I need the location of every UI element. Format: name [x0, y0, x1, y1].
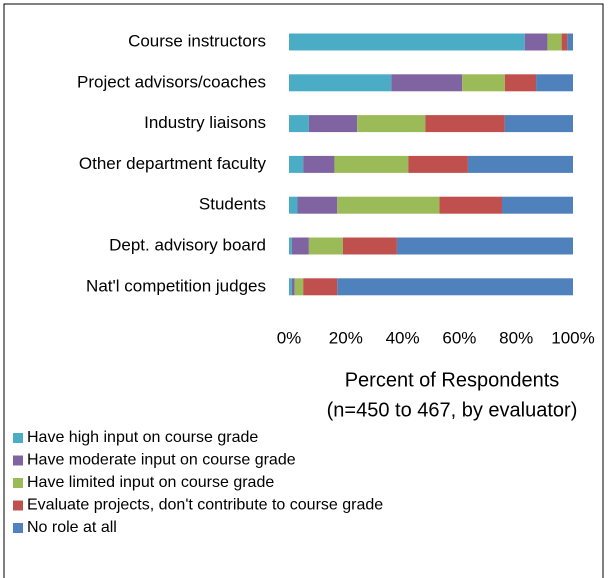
bar-segment — [536, 74, 573, 92]
legend-label: Evaluate projects, don't contribute to c… — [27, 497, 383, 514]
bar-segment — [303, 155, 335, 173]
y-tick-label: Project advisors/coaches — [77, 72, 266, 91]
y-tick-label: Students — [199, 195, 266, 214]
y-tick-label: Course instructors — [128, 31, 266, 50]
bar-segment — [334, 155, 409, 173]
bar-segment — [425, 115, 505, 133]
y-tick-label: Dept. advisory board — [109, 235, 266, 254]
x-tick-label: 0% — [277, 328, 302, 347]
legend-swatch — [13, 500, 23, 511]
y-tick-label: Nat'l competition judges — [86, 276, 266, 295]
bar-segment — [337, 278, 573, 296]
x-axis-label: Percent of Respondents — [345, 369, 560, 391]
bar-segment — [297, 196, 338, 214]
legend-label: Have high input on course grade — [27, 429, 258, 446]
bar-segment — [308, 115, 358, 133]
bar-segment — [289, 196, 298, 214]
x-tick-label: 20% — [329, 328, 363, 347]
bar-segment — [504, 115, 573, 133]
bar-segment — [504, 74, 537, 92]
bar-segment — [561, 33, 568, 51]
bar-segment — [289, 33, 525, 51]
bar-segment — [308, 237, 343, 255]
legend-swatch — [13, 478, 23, 488]
bar-segment — [357, 115, 426, 133]
bar-segment — [524, 33, 548, 51]
bar-segment — [294, 278, 304, 296]
bar-segment — [467, 155, 573, 173]
legend-label: Have moderate input on course grade — [27, 452, 296, 469]
x-axis-label: (n=450 to 467, by evaluator) — [327, 399, 578, 421]
bar-segment — [396, 237, 573, 255]
bar-segment — [291, 278, 295, 296]
bar-segment — [462, 74, 505, 92]
bar-segment — [303, 278, 338, 296]
chart-border — [3, 3, 604, 578]
bar-segment — [291, 237, 309, 255]
y-tick-label: Other department faculty — [79, 154, 267, 173]
bar-segment — [502, 196, 573, 214]
bar-segment — [391, 74, 463, 92]
legend-swatch — [13, 455, 23, 466]
legend-label: No role at all — [27, 519, 117, 536]
bar-segment — [337, 196, 440, 214]
x-tick-label: 80% — [499, 328, 533, 347]
bar-segment — [567, 33, 573, 51]
bar-segment — [289, 74, 392, 92]
legend-swatch — [13, 523, 23, 533]
bar-segment — [289, 155, 304, 173]
bar-segment — [408, 155, 468, 173]
x-tick-label: 40% — [386, 328, 420, 347]
bar-segment — [289, 115, 309, 133]
x-tick-label: 100% — [551, 328, 594, 347]
y-tick-label: Industry liaisons — [144, 113, 266, 132]
bar-segment — [439, 196, 502, 214]
legend-label: Have limited input on course grade — [27, 474, 274, 491]
x-tick-label: 60% — [442, 328, 476, 347]
bar-segment — [289, 278, 292, 296]
legend-swatch — [13, 433, 23, 443]
bar-segment — [289, 237, 292, 255]
bar-segment — [342, 237, 397, 255]
bar-segment — [547, 33, 562, 51]
